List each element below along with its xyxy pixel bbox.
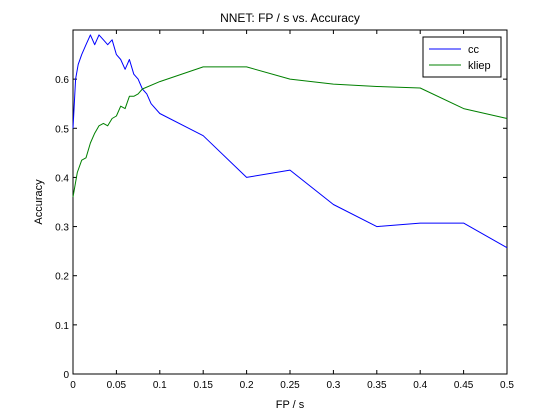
x-tick-label: 0.2 [240, 380, 254, 391]
y-tick-label: 0.3 [55, 223, 69, 234]
x-tick-label: 0 [70, 380, 76, 391]
x-tick-label: 0.5 [500, 380, 514, 391]
y-tick-label: 0.1 [55, 321, 69, 332]
y-tick-label: 0 [63, 370, 69, 381]
y-tick-label: 0.4 [55, 173, 69, 184]
chart-title: NNET: FP / s vs. Accuracy [220, 11, 360, 25]
axes-frame [72, 29, 508, 375]
series-line-cc [72, 34, 508, 249]
y-tick-label: 0.6 [55, 75, 69, 86]
x-tick-label: 0.25 [280, 380, 300, 391]
legend-label-cc: cc [468, 44, 480, 56]
x-tick-label: 0.3 [326, 380, 340, 391]
y-tick-label: 0.5 [55, 124, 69, 135]
legend-box [422, 36, 502, 78]
y-axis-label: Accuracy [33, 179, 45, 225]
x-tick-label: 0.45 [454, 380, 474, 391]
x-tick-label: 0.4 [413, 380, 427, 391]
plot-area: 0 0.05 0.1 0.15 0.2 0.25 0.3 0.35 0.4 0.45 0.5 0 0.1… [55, 29, 514, 391]
series-line-kliep [72, 66, 508, 198]
legend-label-kliep: kliep [468, 60, 491, 72]
legend: cc kliep [422, 36, 502, 78]
x-tick-label: 0.35 [367, 380, 387, 391]
x-tick-label: 0.1 [153, 380, 167, 391]
x-tick-label: 0.05 [107, 380, 127, 391]
x-axis-label: FP / s [276, 399, 305, 411]
y-tick-label: 0.2 [55, 272, 69, 283]
x-tick-label: 0.15 [193, 380, 213, 391]
